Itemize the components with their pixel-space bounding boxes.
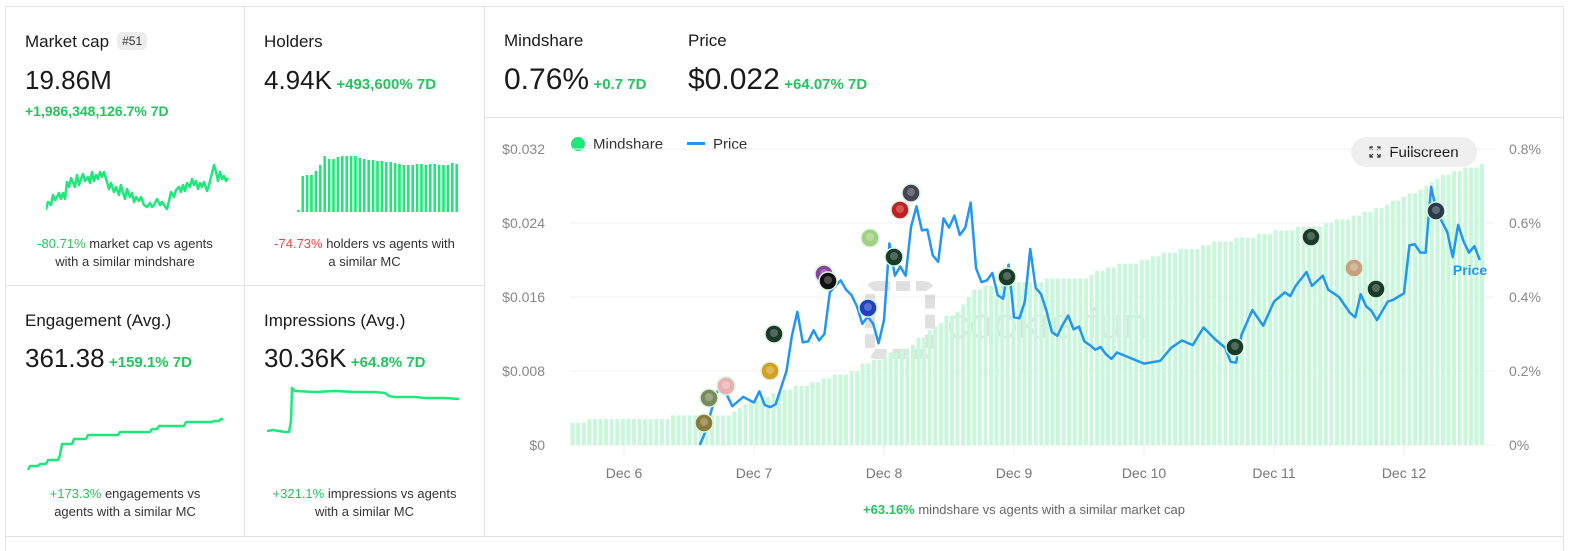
fullscreen-label: Fullscreen (1389, 143, 1459, 161)
holders-change: +493,600% 7D (336, 76, 437, 93)
impressions-title: Impressions (Avg.) (264, 311, 406, 330)
price-title: Price (688, 31, 727, 50)
mindshare-price-chart-card: Mindshare Price Fullscreen $0 $0.008 $0.01… (485, 118, 1563, 537)
comparison-value: +321.1% (272, 486, 325, 501)
dashboard-frame (5, 6, 1564, 551)
line-icon (687, 142, 706, 145)
svg-text:0%: 0% (1509, 437, 1529, 453)
engagement-card: Engagement (Avg.) 361.38 +159.1% 7D +173… (6, 286, 245, 537)
avatar-marker[interactable] (694, 413, 714, 433)
avatar-marker[interactable] (1301, 227, 1321, 247)
market-cap-change: +1,986,348,126.7% 7D (25, 103, 169, 119)
svg-text:0.4%: 0.4% (1509, 289, 1541, 305)
comparison-text: engagements vs (101, 486, 201, 501)
main-chart-svg: $0 $0.008 $0.016 $0.024 $0.032 0% 0.2% 0.4% 0.6%… (502, 141, 1541, 481)
svg-text:Dec 10: Dec 10 (1122, 465, 1167, 481)
impressions-sparkline (266, 386, 460, 434)
comparison-text: a similar MC (328, 254, 401, 269)
avatar-marker[interactable] (890, 200, 910, 220)
avatar-marker[interactable] (1426, 201, 1446, 221)
comparison-value: -80.71% (37, 236, 86, 251)
price-value-row: $0.022 +64.07% 7D (688, 63, 867, 97)
svg-text:$0.024: $0.024 (502, 215, 545, 231)
mindshare-title: Mindshare (504, 31, 584, 50)
svg-text:Dec 6: Dec 6 (606, 465, 643, 481)
mindshare-value-row: 0.76% +0.7 7D (504, 63, 647, 97)
avatar-marker[interactable] (764, 324, 784, 344)
market-cap-title: Market cap #51 (25, 32, 148, 52)
market-cap-sparkline (46, 163, 230, 211)
comparison-text: impressions vs agents (324, 486, 457, 501)
holders-title: Holders (264, 32, 323, 51)
engagement-change: +159.1% 7D (108, 354, 192, 371)
svg-text:Price: Price (1453, 262, 1487, 278)
avatar-marker[interactable] (858, 298, 878, 318)
avatar-marker[interactable] (760, 361, 780, 381)
impressions-card: Impressions (Avg.) 30.36K +64.8% 7D +321… (245, 286, 485, 537)
comparison-text: with a similar mindshare (55, 254, 195, 269)
svg-text:$0.032: $0.032 (502, 141, 545, 157)
svg-text:0.8%: 0.8% (1509, 141, 1541, 157)
impressions-value: 30.36K (264, 343, 347, 373)
holders-value-row: 4.94K +493,600% 7D (264, 65, 436, 96)
circle-dot-icon (571, 137, 585, 151)
holders-bar-sparkline (297, 156, 458, 212)
avatar-marker[interactable] (1344, 258, 1364, 278)
impressions-comparison: +321.1% impressions vs agents with a simi… (245, 485, 484, 521)
price-change: +64.07% 7D (784, 76, 868, 93)
avatar-marker[interactable] (884, 247, 904, 267)
svg-text:0.6%: 0.6% (1509, 215, 1541, 231)
price-value: $0.022 (688, 63, 780, 96)
svg-text:$0: $0 (529, 437, 545, 453)
holders-value: 4.94K (264, 65, 332, 95)
mindshare-change: +0.7 7D (593, 76, 647, 93)
comparison-text: market cap vs agents (85, 236, 213, 251)
avatar-marker[interactable] (818, 271, 838, 291)
holders-comparison: -74.73% holders vs agents with a similar … (245, 235, 484, 271)
footer-text: mindshare vs agents with a similar marke… (914, 502, 1185, 517)
svg-text:Dec 7: Dec 7 (736, 465, 773, 481)
avatar-marker[interactable] (699, 388, 719, 408)
market-cap-comparison: -80.71% market cap vs agents with a simil… (6, 235, 244, 271)
footer-value: +63.16% (863, 502, 915, 517)
engagement-title: Engagement (Avg.) (25, 311, 172, 330)
svg-text:Dec 8: Dec 8 (866, 465, 903, 481)
market-cap-value: 19.86M (25, 65, 112, 95)
holders-card: Holders 4.94K +493,600% 7D -74.73% holde… (245, 7, 485, 286)
engagement-value: 361.38 (25, 343, 105, 373)
comparison-text: agents with a similar MC (54, 504, 196, 519)
market-cap-card: Market cap #51 19.86M +1,986,348,126.7% 7… (6, 7, 245, 286)
rank-badge: #51 (117, 32, 148, 50)
avatar-marker[interactable] (1366, 279, 1386, 299)
svg-text:$0.008: $0.008 (502, 363, 545, 379)
comparison-text: with a similar MC (315, 504, 414, 519)
svg-text:$0.016: $0.016 (502, 289, 545, 305)
engagement-sparkline (26, 417, 223, 471)
impressions-change: +64.8% 7D (350, 354, 426, 371)
engagement-value-row: 361.38 +159.1% 7D (25, 343, 192, 374)
fullscreen-button[interactable]: Fullscreen (1351, 137, 1477, 167)
svg-text:0.2%: 0.2% (1509, 363, 1541, 379)
avatar-marker[interactable] (716, 376, 736, 396)
comparison-text: holders vs agents with (322, 236, 455, 251)
svg-text:Dec 12: Dec 12 (1382, 465, 1427, 481)
mindshare-price-header: Mindshare 0.76% +0.7 7D Price $0.022 +64… (485, 7, 1563, 118)
avatar-marker[interactable] (901, 183, 921, 203)
avatar-marker[interactable] (1225, 337, 1245, 357)
avatar-marker[interactable] (860, 228, 880, 248)
comparison-value: -74.73% (274, 236, 323, 251)
svg-text:Dec 11: Dec 11 (1252, 465, 1296, 481)
market-cap-label: Market cap (25, 32, 110, 51)
svg-text:Dec 9: Dec 9 (996, 465, 1033, 481)
chart-footer: +63.16% mindshare vs agents with a simil… (485, 502, 1563, 517)
comparison-value: +173.3% (49, 486, 102, 501)
avatar-marker[interactable] (997, 267, 1017, 287)
impressions-value-row: 30.36K +64.8% 7D (264, 343, 426, 374)
engagement-comparison: +173.3% engagements vs agents with a simi… (6, 485, 244, 521)
mindshare-value: 0.76% (504, 63, 590, 96)
